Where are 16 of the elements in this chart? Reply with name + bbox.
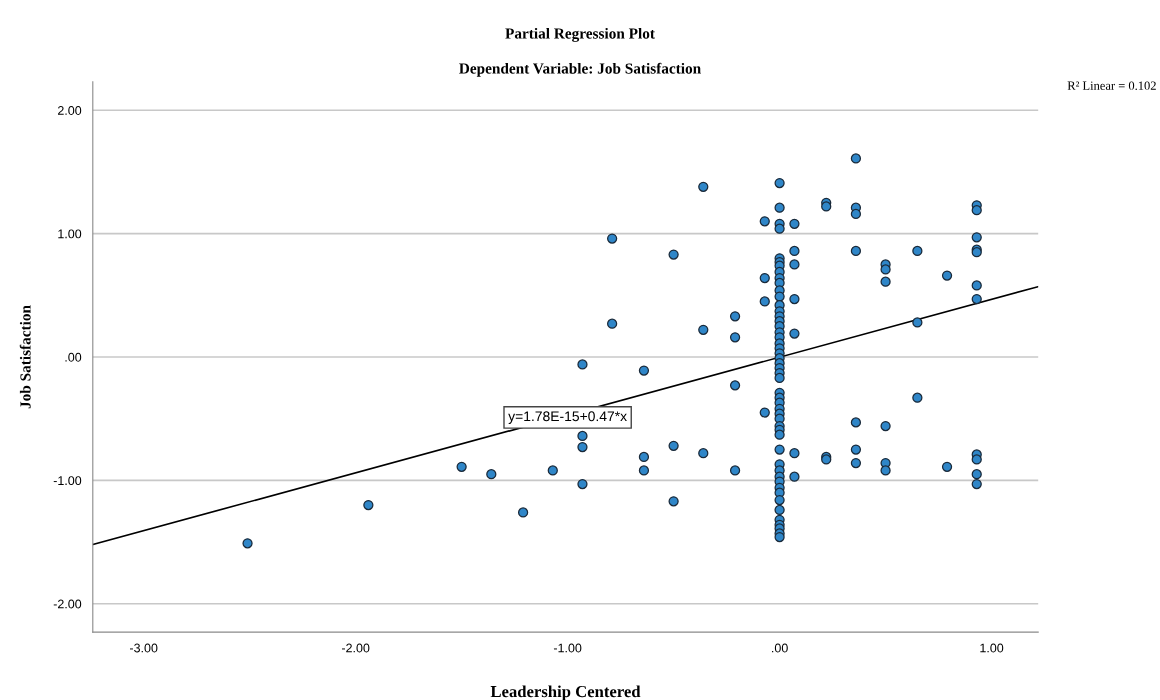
x-tick-label: -1.00 — [553, 643, 582, 653]
annotation: y=1.78E-15+0.47*x — [508, 411, 627, 424]
y-tick-label: -1.00 — [53, 476, 82, 486]
text: R² Linear = 0.102 — [1067, 81, 1156, 90]
x-axis-title: Leadership Centered — [490, 685, 641, 700]
y-tick-label: 2.00 — [57, 106, 82, 115]
x-tick-label: -3.00 — [129, 643, 158, 653]
y-tick-label: -2.00 — [53, 599, 82, 609]
x-tick-label: 1.00 — [980, 643, 1004, 653]
y-tick-label: .00 — [65, 352, 82, 362]
y-axis-title: Job Satisfaction — [19, 305, 31, 409]
y-tick-label: 1.00 — [58, 229, 82, 239]
x-tick-label: .00 — [772, 643, 788, 653]
chart-title: Partial Regression Plot — [505, 27, 655, 42]
x-tick-label: -2.00 — [341, 643, 370, 653]
chart-subtitle: Dependent Variable: Job Satisfaction — [459, 62, 701, 77]
